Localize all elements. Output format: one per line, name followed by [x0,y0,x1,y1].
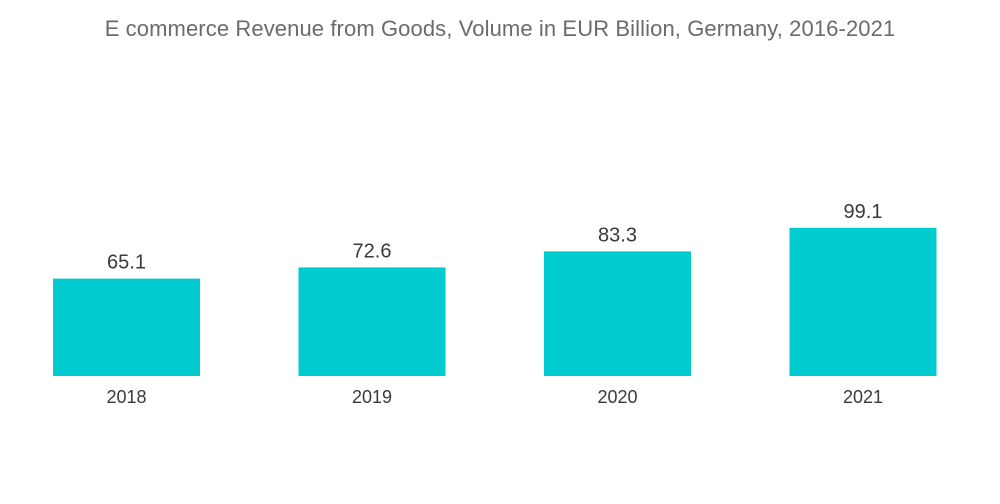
value-label-2018: 65.1 [107,252,146,274]
chart-title: E commerce Revenue from Goods, Volume in… [104,16,896,41]
bar-2020 [544,251,691,376]
x-tick-label-2019: 2019 [352,387,392,407]
bar-2021 [789,227,937,376]
bars-group [53,227,937,376]
bar-2019 [298,267,446,376]
x-tick-label-2020: 2020 [597,387,637,407]
value-label-2021: 99.1 [844,201,883,223]
value-label-2020: 83.3 [598,224,637,246]
value-labels-group: 65.1 72.6 83.3 99.1 [107,201,882,274]
x-tick-label-2021: 2021 [843,387,883,407]
x-axis-tick-labels: 2018 2019 2020 2021 [106,387,883,407]
value-label-2019: 72.6 [353,240,392,262]
bar-2018 [53,278,200,376]
x-tick-label-2018: 2018 [106,387,146,407]
